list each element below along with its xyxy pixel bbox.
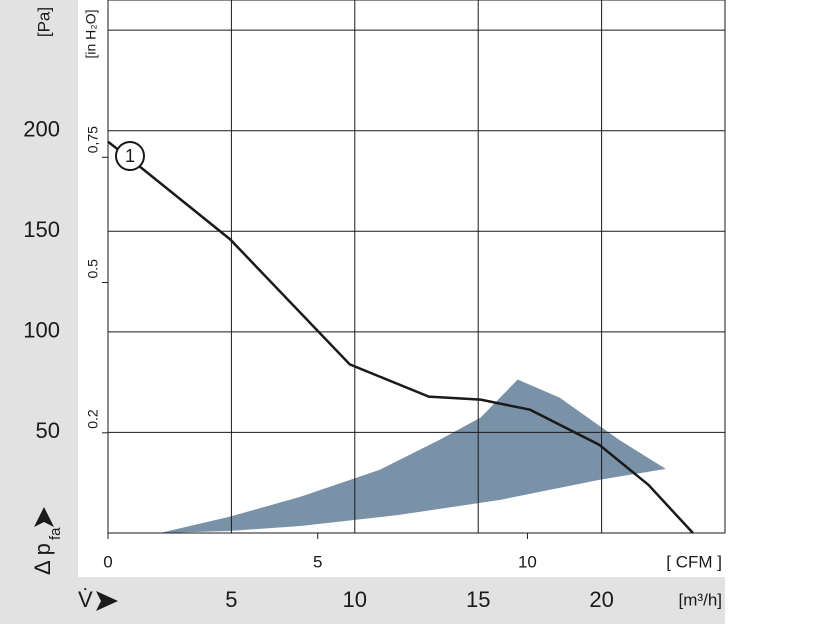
y2-tick-label: 0.5 bbox=[85, 259, 101, 279]
y-tick-label: 100 bbox=[23, 318, 60, 343]
legend-label: 1 bbox=[125, 146, 135, 166]
x-tick-label: 20 bbox=[589, 587, 613, 612]
y2-label: [in H₂O] bbox=[83, 10, 99, 59]
x-tick-label: 10 bbox=[343, 587, 367, 612]
x-label: [m³/h] bbox=[679, 590, 722, 609]
y2-tick-label: 0,75 bbox=[85, 126, 101, 153]
x2-label: [ CFM ] bbox=[666, 552, 722, 571]
y-arrow bbox=[34, 507, 54, 527]
left-band bbox=[0, 0, 78, 624]
y-tick-label: 50 bbox=[36, 418, 60, 443]
plot-frame bbox=[107, 0, 726, 534]
y-axis-symbol: Δ p bbox=[30, 543, 55, 575]
x2-tick-label: 0 bbox=[103, 552, 112, 571]
x-tick-label: 5 bbox=[225, 587, 237, 612]
operating-range bbox=[159, 379, 666, 533]
bottom-band bbox=[0, 577, 725, 624]
y-label: [Pa] bbox=[34, 7, 53, 37]
x2-tick-label: 5 bbox=[313, 552, 322, 571]
x-arrow bbox=[96, 591, 118, 611]
y2-tick-label: 0.2 bbox=[85, 409, 101, 429]
curve bbox=[107, 140, 694, 534]
x2-tick-label: 10 bbox=[518, 552, 537, 571]
x-axis-symbol: V̇ bbox=[78, 587, 93, 612]
curve-marker bbox=[115, 141, 145, 171]
y-axis-symbol-sub: fa bbox=[47, 527, 64, 540]
x-tick-label: 15 bbox=[466, 587, 490, 612]
y-tick-label: 150 bbox=[23, 217, 60, 242]
y-tick-label: 200 bbox=[23, 117, 60, 142]
